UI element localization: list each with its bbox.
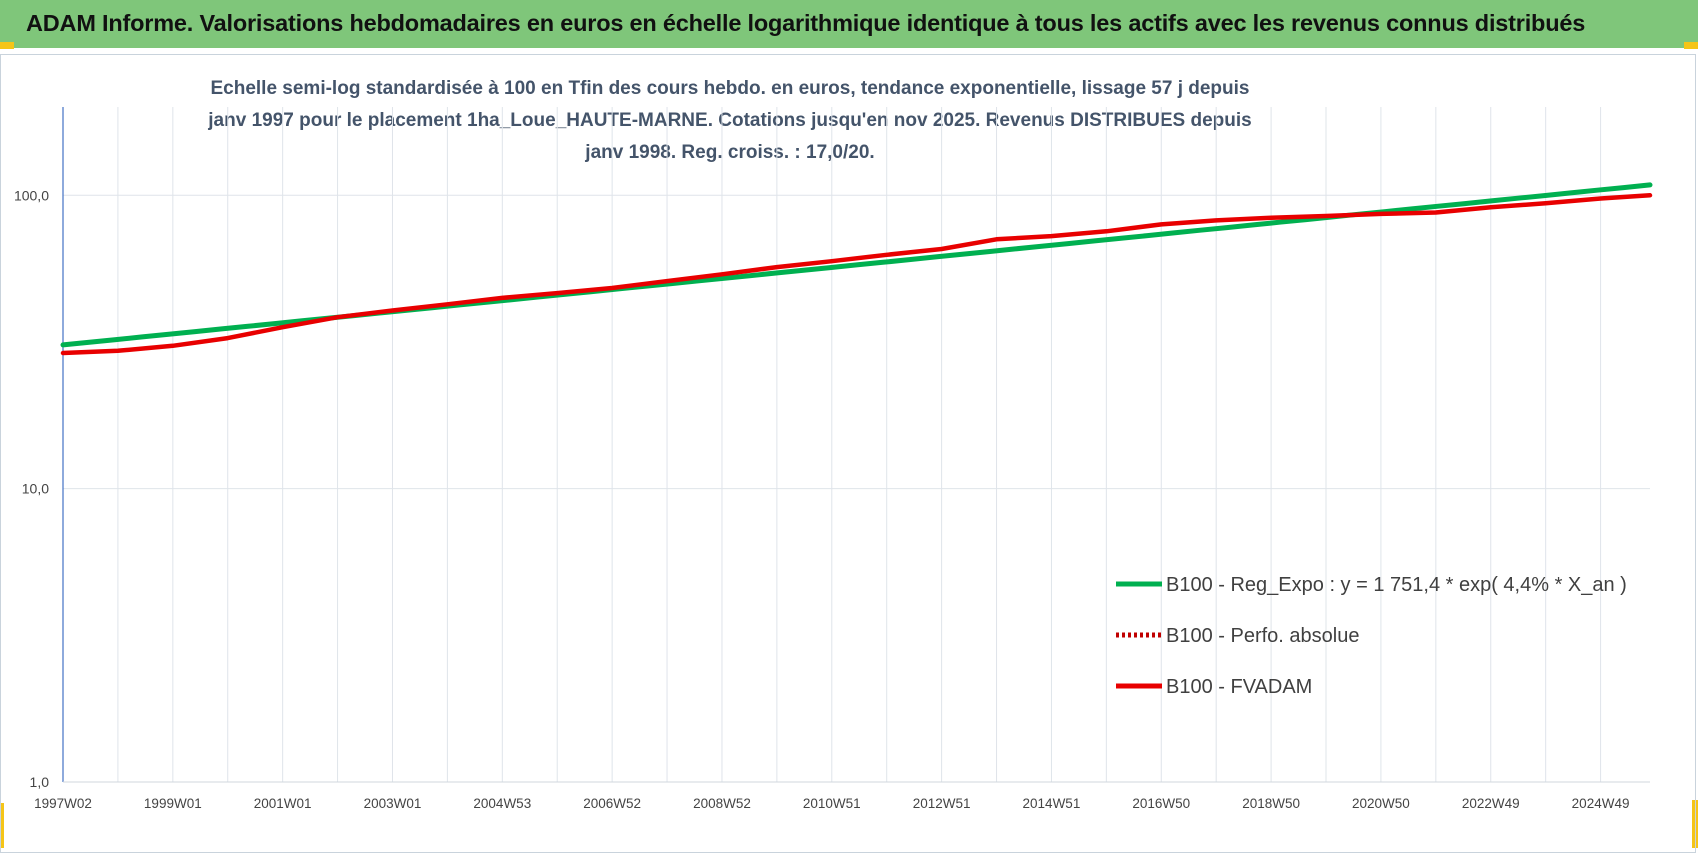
corner-accent-top-right bbox=[1684, 42, 1698, 49]
y-tick-label: 100,0 bbox=[14, 187, 49, 203]
x-tick-label: 2016W50 bbox=[1132, 796, 1190, 811]
x-tick-label: 2004W53 bbox=[473, 796, 531, 811]
series-line bbox=[60, 193, 1653, 356]
legend-label: B100 - Perfo. absolue bbox=[1166, 625, 1359, 647]
x-tick-label: 2020W50 bbox=[1352, 796, 1410, 811]
chart-title: Echelle semi-log standardisée à 100 en T… bbox=[208, 78, 1252, 163]
x-tick-label: 2006W52 bbox=[583, 796, 641, 811]
header-title: ADAM Informe. Valorisations hebdomadaire… bbox=[26, 10, 1586, 36]
axes bbox=[62, 107, 1650, 783]
legend: B100 - Reg_Expo : y = 1 751,4 * exp( 4,4… bbox=[1116, 574, 1627, 698]
y-tick-labels: 1,0 10,0 100,0 bbox=[14, 187, 49, 790]
x-tick-label: 2008W52 bbox=[693, 796, 751, 811]
corner-accent-top-left bbox=[0, 42, 14, 49]
x-tick-label: 2001W01 bbox=[254, 796, 312, 811]
x-tick-label: 1997W02 bbox=[34, 796, 92, 811]
legend-label: B100 - FVADAM bbox=[1166, 676, 1312, 698]
series-lines bbox=[60, 182, 1653, 356]
x-tick-label: 2014W51 bbox=[1023, 796, 1081, 811]
x-tick-label: 2012W51 bbox=[913, 796, 971, 811]
corner-accent-bottom-left bbox=[0, 803, 4, 848]
x-tick-label: 2010W51 bbox=[803, 796, 861, 811]
y-tick-label: 10,0 bbox=[22, 481, 49, 497]
x-tick-label: 2018W50 bbox=[1242, 796, 1300, 811]
legend-label: B100 - Reg_Expo : y = 1 751,4 * exp( 4,4… bbox=[1166, 574, 1627, 596]
x-tick-labels: 1997W02 1999W01 2001W01 2003W01 2004W53 2006W… bbox=[34, 796, 1629, 811]
x-tick-label: 1999W01 bbox=[144, 796, 202, 811]
header-bar: ADAM Informe. Valorisations hebdomadaire… bbox=[0, 0, 1698, 48]
series-line bbox=[60, 182, 1653, 348]
x-tick-label: 2022W49 bbox=[1462, 796, 1520, 811]
grid bbox=[63, 107, 1650, 783]
chart-frame bbox=[0, 54, 1696, 853]
y-tick-label: 1,0 bbox=[30, 774, 50, 790]
x-tick-label: 2003W01 bbox=[364, 796, 422, 811]
x-tick-label: 2024W49 bbox=[1572, 796, 1630, 811]
